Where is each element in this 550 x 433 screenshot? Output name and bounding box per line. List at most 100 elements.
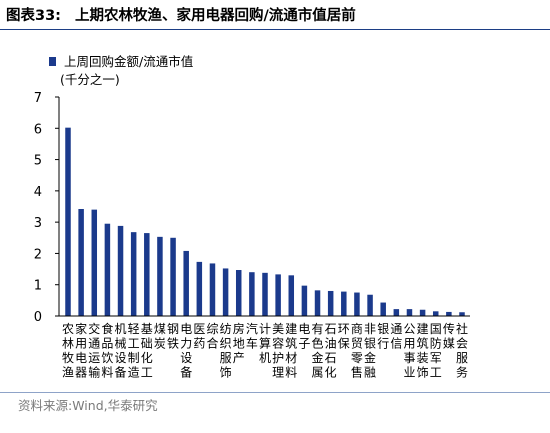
category-label: 汽车 bbox=[246, 321, 258, 351]
category-label-char: 事 bbox=[403, 351, 415, 365]
bar bbox=[446, 311, 452, 316]
bar bbox=[327, 290, 334, 316]
category-label-char: 综 bbox=[206, 322, 218, 336]
category-label-char: 渔 bbox=[62, 366, 74, 380]
category-label: 银行 bbox=[377, 322, 389, 351]
category-label-char: 有 bbox=[312, 322, 324, 336]
category-label-char: 食 bbox=[101, 321, 113, 336]
category-label-char: 金 bbox=[312, 350, 324, 365]
category-label-char: 色 bbox=[312, 337, 324, 351]
category-label-char: 商 bbox=[351, 321, 363, 336]
category-label-char: 信 bbox=[390, 337, 402, 351]
category-label-char: 料 bbox=[101, 366, 113, 380]
category-label-char: 房 bbox=[233, 321, 245, 336]
category-label-char: 钢 bbox=[167, 322, 179, 336]
source-note: 资料来源:Wind,华泰研究 bbox=[18, 398, 158, 413]
category-label-char: 备 bbox=[115, 366, 127, 380]
category-label-char: 媒 bbox=[443, 337, 455, 351]
category-label-char: 输 bbox=[88, 365, 100, 380]
figure-title: 上期农林牧渔、家用电器回购/流通市值居前 bbox=[74, 8, 356, 24]
category-label-char: 服 bbox=[456, 351, 468, 365]
category-labels: 农林牧渔家用电器交通运输食品饮料机械设备轻工制造基础化工煤炭钢铁电力设备医药综合… bbox=[62, 321, 468, 380]
category-label-char: 通 bbox=[390, 322, 402, 336]
category-label-char: 银 bbox=[377, 322, 389, 336]
bar bbox=[196, 261, 203, 316]
category-label: 钢铁 bbox=[167, 322, 179, 351]
category-label-char: 国 bbox=[430, 322, 442, 336]
category-label-char: 建 bbox=[285, 322, 297, 336]
category-label-char: 制 bbox=[128, 351, 140, 365]
category-label-char: 服 bbox=[220, 351, 232, 365]
bar bbox=[341, 291, 347, 316]
category-label-char: 行 bbox=[377, 337, 389, 351]
bar bbox=[262, 272, 268, 316]
bars bbox=[65, 127, 465, 316]
category-label-char: 银 bbox=[364, 337, 376, 351]
category-label-char: 计 bbox=[259, 322, 271, 336]
bar bbox=[130, 232, 137, 316]
bar bbox=[91, 209, 98, 316]
category-label-char: 轻 bbox=[128, 322, 140, 336]
bar bbox=[301, 285, 308, 316]
y-tick-label: 1 bbox=[34, 279, 42, 294]
bar bbox=[209, 263, 216, 316]
category-label-char: 军 bbox=[430, 351, 442, 365]
bar bbox=[117, 225, 124, 316]
category-label: 煤炭 bbox=[154, 322, 166, 351]
category-label-char: 铁 bbox=[167, 337, 179, 351]
category-label-char: 业 bbox=[403, 366, 415, 380]
bar bbox=[144, 233, 150, 316]
category-label-char: 备 bbox=[180, 366, 192, 380]
category-label-char: 础 bbox=[141, 337, 153, 351]
bar bbox=[406, 309, 413, 316]
category-label-char: 设 bbox=[115, 351, 127, 365]
category-label-char: 农 bbox=[62, 322, 74, 336]
category-label-char: 石 bbox=[325, 322, 337, 336]
y-axis: 0 1 2 3 4 5 6 7 bbox=[34, 91, 60, 325]
chart-title: 图表33: 上期农林牧渔、家用电器回购/流通市值居前 bbox=[6, 4, 356, 25]
y-tick-label: 7 bbox=[34, 91, 42, 106]
category-label-char: 油 bbox=[325, 337, 337, 351]
category-label-char: 料 bbox=[285, 366, 297, 380]
category-label-char: 工 bbox=[128, 337, 140, 351]
bar bbox=[183, 250, 189, 316]
category-label: 综合 bbox=[206, 322, 218, 351]
category-label-char: 子 bbox=[298, 337, 310, 351]
category-label-char: 电 bbox=[180, 322, 192, 336]
footer-rule bbox=[0, 392, 550, 393]
category-label: 环保 bbox=[338, 322, 350, 351]
category-label: 农林牧渔 bbox=[62, 322, 74, 380]
category-label-char: 汽 bbox=[246, 321, 258, 336]
legend-swatch bbox=[49, 57, 56, 66]
figure-number: 图表33: bbox=[6, 8, 61, 24]
category-label-char: 造 bbox=[128, 366, 140, 380]
category-label-char: 地 bbox=[233, 337, 245, 351]
category-label-char: 用 bbox=[75, 337, 87, 351]
category-label-char: 医 bbox=[193, 322, 205, 336]
category-label-char: 理 bbox=[272, 366, 284, 380]
category-label-char: 通 bbox=[88, 337, 100, 351]
bar bbox=[78, 209, 84, 316]
y-tick-label: 3 bbox=[34, 216, 42, 231]
category-label-char: 属 bbox=[312, 366, 324, 380]
category-label-char: 筑 bbox=[417, 336, 429, 351]
category-label-char: 护 bbox=[272, 351, 284, 365]
category-label-char: 产 bbox=[233, 351, 245, 365]
category-label-char: 工 bbox=[430, 366, 442, 380]
bar bbox=[393, 309, 400, 316]
category-label: 家用电器 bbox=[75, 321, 87, 380]
bar bbox=[235, 270, 242, 316]
category-label-char: 容 bbox=[272, 336, 284, 351]
category-label-char: 炭 bbox=[154, 337, 166, 351]
category-label: 通信 bbox=[390, 322, 402, 351]
